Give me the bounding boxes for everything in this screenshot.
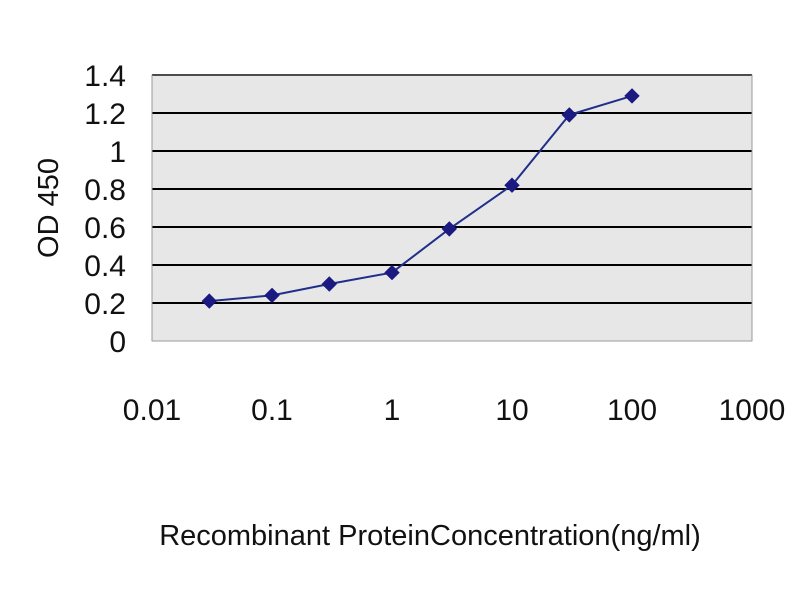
y-tick-label: 0.6 [84, 212, 126, 245]
series-line [209, 94, 633, 303]
data-point-marker [624, 88, 640, 104]
data-point-marker [504, 177, 520, 193]
data-point-marker [561, 107, 578, 123]
x-tick-label: 0.1 [251, 394, 293, 427]
x-tick-label: 1 [384, 394, 401, 427]
data-point-marker [441, 221, 458, 237]
data-point-marker [321, 276, 338, 292]
plot-frame [151, 74, 753, 342]
x-tick-label: 100 [607, 394, 657, 427]
data-point-marker [201, 293, 218, 309]
y-tick-label: 1.2 [84, 98, 126, 131]
x-tick-labels: 0.01 0.1 1 10 100 1000 [123, 394, 786, 427]
y-tick-label: 0.2 [84, 288, 126, 321]
data-point-marker [384, 264, 400, 281]
x-tick-label: 1000 [719, 394, 786, 427]
plot-area [152, 75, 752, 341]
x-tick-label: 0.01 [123, 394, 181, 427]
x-axis-title: Recombinant ProteinConcentration(ng/ml) [159, 520, 701, 552]
y-tick-label: 1 [109, 136, 126, 169]
y-tick-label: 0 [109, 326, 126, 359]
series-layer [201, 88, 640, 309]
y-tick-label: 0.8 [84, 174, 126, 207]
y-tick-label: 1.4 [84, 60, 126, 93]
y-axis-title: OD 450 [33, 158, 65, 258]
y-tick-label: 0.4 [84, 250, 126, 283]
x-tick-label: 10 [495, 394, 528, 427]
y-tick-labels: 0 0.2 0.4 0.6 0.8 1 1.2 1.4 [84, 60, 126, 359]
data-point-marker [264, 287, 280, 304]
